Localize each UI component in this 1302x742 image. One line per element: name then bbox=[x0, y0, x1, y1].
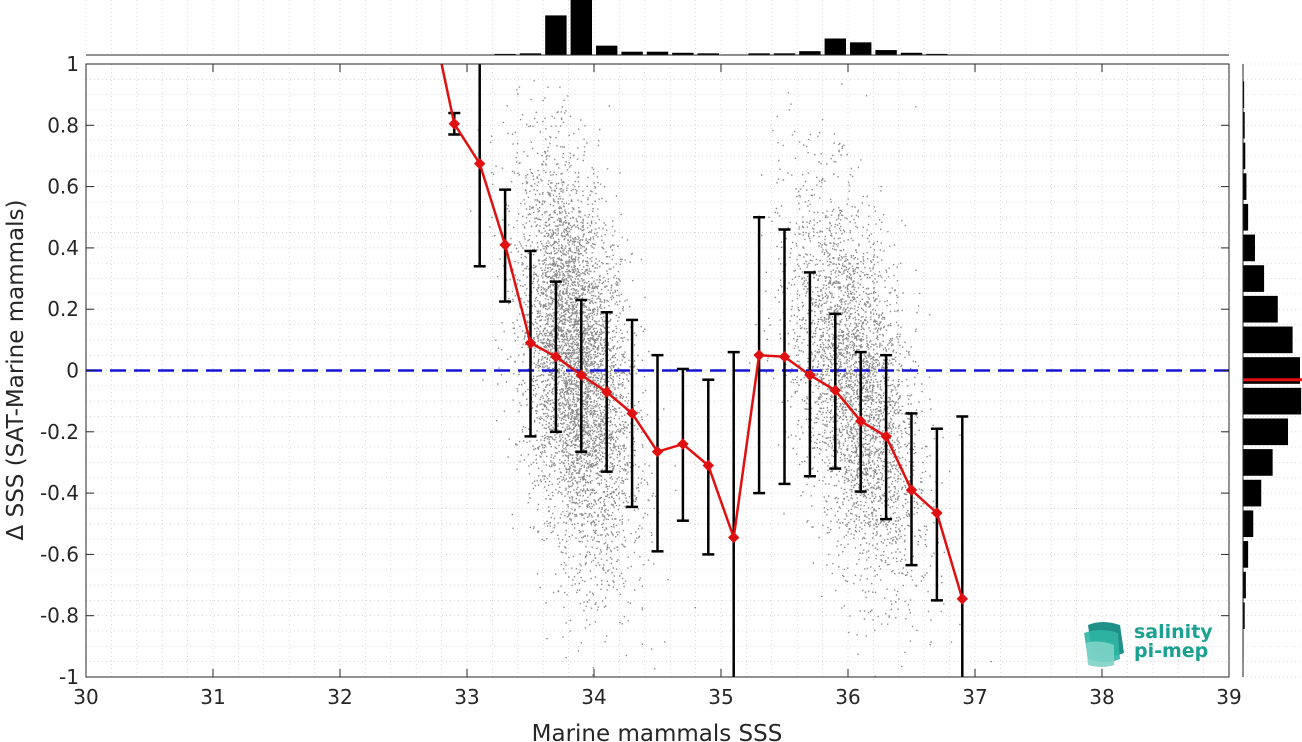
tick-marks bbox=[85, 63, 1230, 678]
y-tick-label: -0.6 bbox=[40, 542, 79, 566]
mean-marker bbox=[550, 350, 562, 363]
right-histogram bbox=[1242, 63, 1302, 678]
mean-marker bbox=[651, 446, 664, 458]
mean-marker bbox=[499, 239, 511, 251]
top-histogram-bar bbox=[799, 51, 821, 55]
right-histogram-bar bbox=[1243, 326, 1293, 354]
x-axis-label: Marine mammals SSS bbox=[532, 721, 783, 742]
top-histogram bbox=[85, 0, 1230, 56]
right-histogram-bar bbox=[1243, 418, 1289, 446]
right-histogram-bar bbox=[1243, 111, 1245, 139]
mean-marker bbox=[804, 369, 816, 381]
x-tick-label: 38 bbox=[1089, 685, 1114, 709]
y-tick-label: -0.2 bbox=[40, 420, 79, 444]
y-tick-label: 1 bbox=[66, 52, 79, 76]
x-tick-labels: 30 31 32 33 34 35 36 37 38 39 bbox=[73, 685, 1241, 709]
top-histogram-bar bbox=[570, 0, 592, 55]
logo-line-2: pi-mep bbox=[1134, 640, 1208, 662]
mean-marker bbox=[905, 484, 918, 496]
mean-marker bbox=[880, 430, 892, 443]
top-histogram-bar bbox=[850, 42, 872, 55]
top-histogram-bar bbox=[824, 38, 846, 55]
y-tick-label: 0 bbox=[66, 359, 79, 383]
y-tick-label: -0.8 bbox=[40, 604, 79, 628]
right-histogram-bar bbox=[1243, 173, 1247, 200]
right-histogram-bar bbox=[1243, 479, 1262, 507]
y-axis-label: Δ SSS (SAT-Marine mammals) bbox=[3, 200, 29, 541]
right-histogram-bar bbox=[1243, 142, 1246, 170]
right-histogram-bar bbox=[1243, 81, 1245, 108]
right-histogram-bar bbox=[1243, 510, 1254, 538]
x-tick-label: 34 bbox=[581, 685, 606, 709]
top-histogram-bar bbox=[926, 53, 948, 55]
mean-marker bbox=[727, 531, 740, 544]
right-histogram-bar bbox=[1243, 571, 1246, 599]
right-histogram-bar bbox=[1243, 602, 1245, 630]
mean-marker bbox=[524, 337, 537, 349]
logo-line-1: salinity bbox=[1134, 621, 1213, 643]
grid bbox=[85, 63, 1230, 678]
mean-marker bbox=[677, 438, 689, 450]
x-tick-label: 35 bbox=[708, 685, 733, 709]
mean-marker bbox=[626, 407, 638, 420]
top-histogram-bar bbox=[646, 51, 669, 55]
x-tick-label: 36 bbox=[835, 685, 860, 709]
scatter-points bbox=[469, 80, 992, 678]
x-tick-label: 33 bbox=[454, 685, 479, 709]
mean-marker bbox=[778, 350, 791, 363]
mean-marker bbox=[448, 118, 461, 130]
x-tick-label: 31 bbox=[200, 685, 225, 709]
top-histogram-bar bbox=[697, 53, 719, 55]
y-tick-label: -0.4 bbox=[40, 481, 79, 505]
y-tick-label: 0.4 bbox=[47, 236, 79, 260]
x-tick-label: 32 bbox=[327, 685, 352, 709]
binned-mean-line bbox=[440, 63, 964, 600]
y-tick-label: 0.6 bbox=[47, 175, 79, 199]
mean-marker bbox=[600, 386, 613, 398]
y-tick-label: 0.8 bbox=[47, 113, 79, 137]
y-tick-label: -1 bbox=[59, 665, 79, 689]
right-histogram-bar bbox=[1243, 449, 1273, 476]
salinity-pimep-logo: salinity pi-mep bbox=[1084, 621, 1213, 667]
scatter-cloud bbox=[469, 80, 992, 678]
mean-marker bbox=[575, 369, 588, 381]
mean-marker bbox=[753, 349, 765, 361]
main-axes: 30 31 32 33 34 35 36 37 38 39 -1 -0.8 -0.6 -0.4 -0.2 0… bbox=[40, 52, 1242, 709]
top-histogram-bar bbox=[519, 53, 542, 55]
top-histogram-bar bbox=[672, 52, 694, 55]
right-histogram-bar bbox=[1243, 234, 1255, 262]
y-tick-label: 0.2 bbox=[47, 297, 79, 321]
y-tick-labels: -1 -0.8 -0.6 -0.4 -0.2 0 0.2 0.4 0.6 0.8 1 bbox=[40, 52, 79, 689]
right-histogram-bar bbox=[1243, 295, 1278, 323]
mean-markers bbox=[448, 118, 969, 605]
top-histogram-bar bbox=[773, 53, 796, 55]
right-histogram-bar bbox=[1243, 265, 1265, 292]
right-histogram-bar bbox=[1243, 203, 1249, 231]
top-histogram-bar bbox=[545, 15, 567, 55]
right-histogram-bar bbox=[1243, 387, 1302, 415]
mean-marker bbox=[829, 384, 842, 397]
top-histogram-bar bbox=[875, 50, 897, 55]
mean-marker bbox=[702, 459, 715, 472]
x-tick-label: 37 bbox=[962, 685, 987, 709]
top-histogram-bar bbox=[900, 52, 923, 55]
top-histogram-bar bbox=[748, 53, 770, 55]
top-histogram-bar bbox=[596, 45, 618, 55]
mean-marker bbox=[854, 415, 867, 427]
top-histogram-bar bbox=[494, 53, 516, 55]
right-histogram-bar bbox=[1243, 541, 1249, 568]
mean-marker bbox=[473, 157, 486, 170]
x-tick-label: 30 bbox=[73, 685, 98, 709]
top-histogram-bar bbox=[621, 51, 643, 55]
wave-icon bbox=[1084, 622, 1124, 667]
x-tick-label: 39 bbox=[1216, 685, 1241, 709]
mean-marker bbox=[931, 507, 943, 519]
mean-marker bbox=[956, 593, 969, 605]
